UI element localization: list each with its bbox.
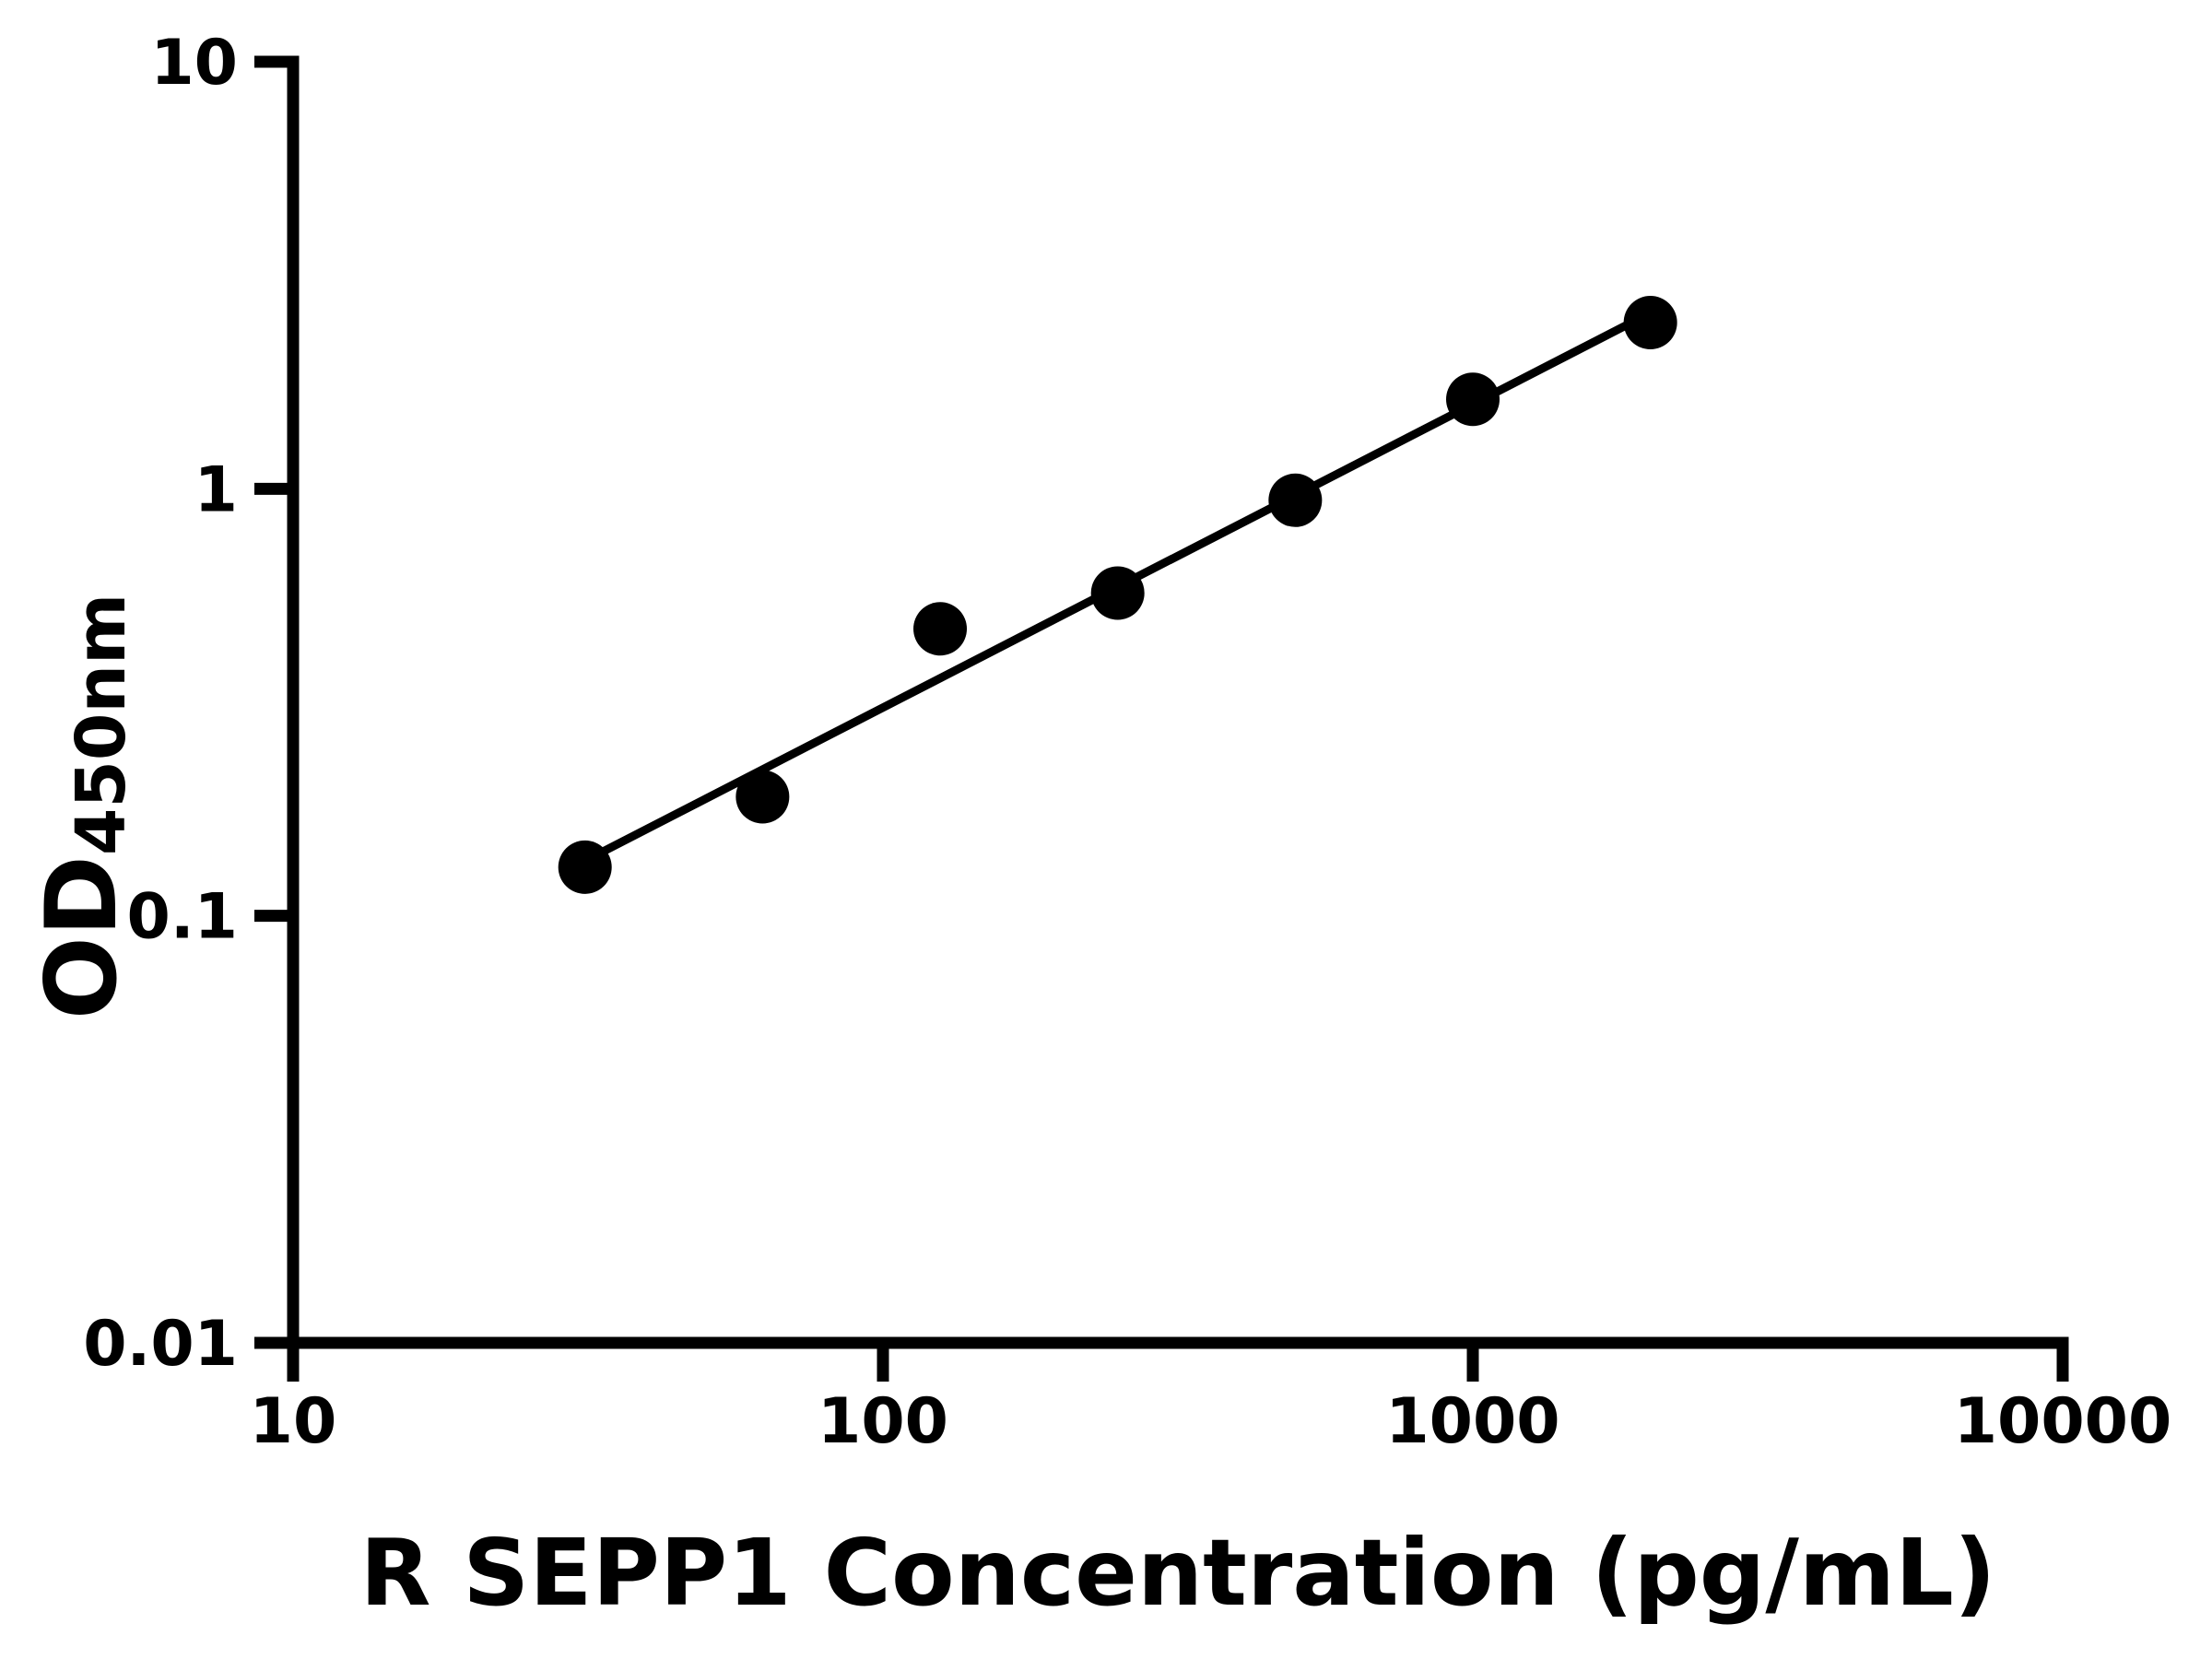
y-axis-title-main: OD	[25, 855, 138, 1020]
y-tick-label: 1	[194, 453, 238, 526]
data-point	[1268, 473, 1323, 527]
x-tick-label: 100	[818, 1385, 948, 1458]
x-tick-label: 10	[250, 1385, 337, 1458]
data-point	[1623, 296, 1677, 350]
y-axis-title-subscript: 450nm	[62, 593, 141, 856]
y-axis-title: OD450nm	[25, 594, 141, 1019]
data-point	[735, 770, 790, 824]
data-point	[1446, 372, 1500, 427]
y-tick-label: 0.01	[83, 1308, 238, 1381]
x-axis-title: R SEPP1 Concentration (pg/mL)	[359, 1519, 1996, 1627]
y-tick-label: 0.1	[127, 881, 238, 954]
x-tick-label: 1000	[1385, 1385, 1559, 1458]
x-tick-label: 10000	[1954, 1385, 2172, 1458]
y-tick-label: 10	[150, 27, 238, 100]
data-point	[558, 840, 612, 894]
data-point	[913, 602, 968, 656]
data-point	[1090, 566, 1145, 620]
